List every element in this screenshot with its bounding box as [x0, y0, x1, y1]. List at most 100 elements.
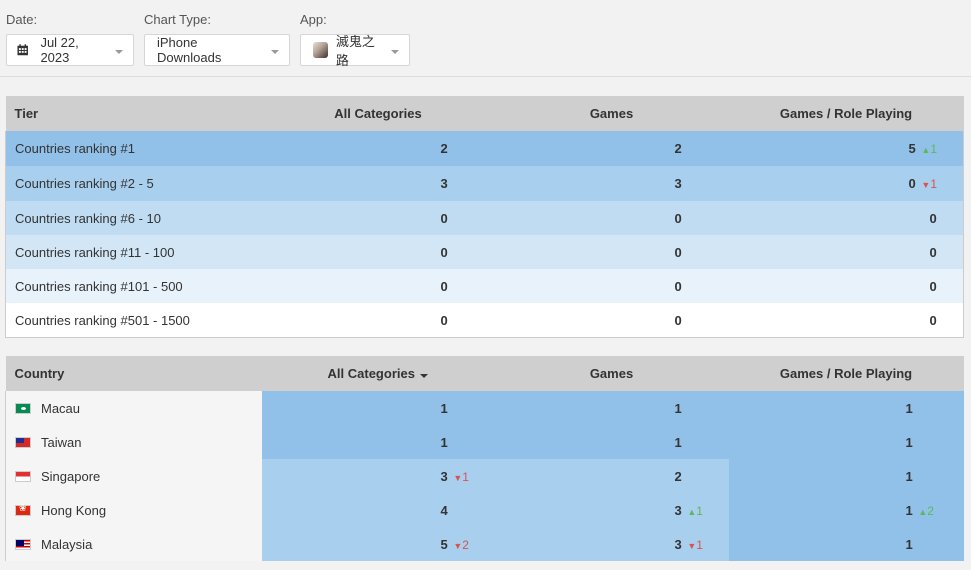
country-cell: Hong Kong: [5, 493, 262, 527]
role-playing-rank: 1: [728, 391, 964, 425]
rank-value: 1: [905, 502, 913, 518]
count-value: 5: [908, 141, 916, 156]
country-name: Taiwan: [41, 434, 82, 450]
country-name: Singapore: [41, 468, 101, 484]
tier-name: Countries ranking #11 - 100: [5, 235, 262, 269]
date-dropdown[interactable]: Jul 22, 2023: [6, 34, 134, 66]
date-value: Jul 22, 2023: [40, 35, 79, 65]
games-rank: 1: [494, 425, 729, 459]
games-count: 0: [494, 201, 729, 235]
rank-value: 5: [440, 536, 448, 552]
table-header-row: Country All Categories Games Games / Rol…: [5, 356, 964, 391]
all-categories-count: 0: [261, 269, 495, 303]
games-rank: 3 1: [494, 493, 729, 527]
table-row[interactable]: Countries ranking #101 - 500 0 0 0: [5, 269, 964, 303]
games-rank: 1: [494, 391, 729, 425]
filter-bar: Date: Jul 22, 2023 Chart Type: iPhone Do…: [0, 0, 971, 77]
role-playing-count: 0: [728, 235, 964, 269]
table-row[interactable]: Countries ranking #501 - 1500 0 0 0: [5, 303, 964, 338]
tier-name: Countries ranking #1: [5, 131, 262, 166]
tier-name: Countries ranking #101 - 500: [5, 269, 262, 303]
column-header-country[interactable]: Country: [5, 356, 262, 391]
country-name: Macau: [41, 400, 81, 416]
singapore-flag-icon: [15, 470, 31, 482]
games-count: 0: [494, 269, 729, 303]
chevron-down-icon: [391, 49, 399, 54]
games-count: 2: [494, 131, 729, 166]
country-cell: Taiwan: [5, 425, 262, 459]
malaysia-flag-icon: [15, 538, 31, 550]
games-count: 0: [494, 303, 729, 338]
date-label: Date:: [6, 12, 38, 27]
table-row[interactable]: Singapore 3 1 2 1: [5, 459, 964, 493]
table-row[interactable]: Countries ranking #6 - 10 0 0 0: [5, 201, 964, 235]
app-value: 滅鬼之路: [335, 34, 375, 68]
app-icon: [313, 42, 328, 58]
macau-flag-icon: [15, 402, 31, 414]
tier-name: Countries ranking #6 - 10: [5, 201, 262, 235]
column-header-all-categories[interactable]: All Categories: [261, 356, 495, 391]
role-playing-count: 0: [728, 303, 964, 338]
app-label: App:: [300, 12, 327, 27]
all-categories-count: 3: [261, 166, 495, 201]
taiwan-flag-icon: [15, 436, 31, 448]
column-header-label: All Categories: [327, 366, 415, 381]
table-header-row: Tier All Categories Games Games / Role P…: [5, 96, 964, 131]
country-table: Country All Categories Games Games / Rol…: [5, 356, 964, 561]
all-categories-count: 2: [261, 131, 495, 166]
calendar-icon: [17, 44, 28, 56]
rank-down-indicator: 2: [453, 538, 469, 552]
role-playing-count: 0: [728, 269, 964, 303]
column-header-role-playing[interactable]: Games / Role Playing: [728, 356, 964, 391]
tier-table: Tier All Categories Games Games / Role P…: [5, 96, 964, 338]
table-row[interactable]: Taiwan 1 1 1: [5, 425, 964, 459]
column-header-tier[interactable]: Tier: [5, 96, 262, 131]
rank-up-indicator: 2: [918, 504, 934, 518]
rank-value: 3: [674, 536, 682, 552]
rank-up-indicator: 1: [921, 142, 937, 156]
table-row[interactable]: Malaysia 5 2 3 1 1: [5, 527, 964, 561]
chart-type-dropdown[interactable]: iPhone Downloads: [144, 34, 290, 66]
tier-name: Countries ranking #501 - 1500: [5, 303, 262, 338]
all-categories-rank: 5 2: [261, 527, 495, 561]
chart-type-filter: Chart Type: iPhone Downloads: [144, 12, 290, 66]
role-playing-rank: 1 2: [728, 493, 964, 527]
rank-value: 3: [440, 468, 448, 484]
all-categories-rank: 1: [261, 425, 495, 459]
table-row[interactable]: Macau 1 1 1: [5, 391, 964, 425]
role-playing-rank: 1: [728, 527, 964, 561]
role-playing-rank: 1: [728, 459, 964, 493]
country-name: Hong Kong: [41, 502, 107, 518]
games-count: 3: [494, 166, 729, 201]
rank-value: 3: [674, 502, 682, 518]
country-name: Malaysia: [41, 536, 93, 552]
games-count: 0: [494, 235, 729, 269]
tier-name: Countries ranking #2 - 5: [5, 166, 262, 201]
role-playing-count: 0: [728, 201, 964, 235]
all-categories-rank: 1: [261, 391, 495, 425]
table-row[interactable]: Countries ranking #1 2 2 5 1: [5, 131, 964, 166]
country-cell: Malaysia: [5, 527, 262, 561]
role-playing-count: 5 1: [728, 131, 964, 166]
column-header-games[interactable]: Games: [494, 96, 729, 131]
rank-down-indicator: 1: [921, 177, 937, 191]
sort-desc-icon: [419, 374, 428, 378]
column-header-all-categories[interactable]: All Categories: [261, 96, 495, 131]
all-categories-count: 0: [261, 201, 495, 235]
rank-up-indicator: 1: [687, 504, 703, 518]
table-row[interactable]: Countries ranking #2 - 5 3 3 0 1: [5, 166, 964, 201]
column-header-role-playing[interactable]: Games / Role Playing: [728, 96, 964, 131]
all-categories-rank: 4: [261, 493, 495, 527]
date-filter: Date: Jul 22, 2023: [6, 12, 134, 66]
games-rank: 3 1: [494, 527, 729, 561]
hong-kong-flag-icon: [15, 503, 31, 516]
column-header-games[interactable]: Games: [494, 356, 729, 391]
rank-down-indicator: 1: [687, 538, 703, 552]
all-categories-count: 0: [261, 303, 495, 338]
app-dropdown[interactable]: 滅鬼之路: [300, 34, 410, 68]
app-filter: App: 滅鬼之路: [300, 12, 410, 68]
table-row[interactable]: Hong Kong 4 3 1 1 2: [5, 493, 964, 527]
rank-down-indicator: 1: [453, 470, 469, 484]
games-rank: 2: [494, 459, 729, 493]
table-row[interactable]: Countries ranking #11 - 100 0 0 0: [5, 235, 964, 269]
